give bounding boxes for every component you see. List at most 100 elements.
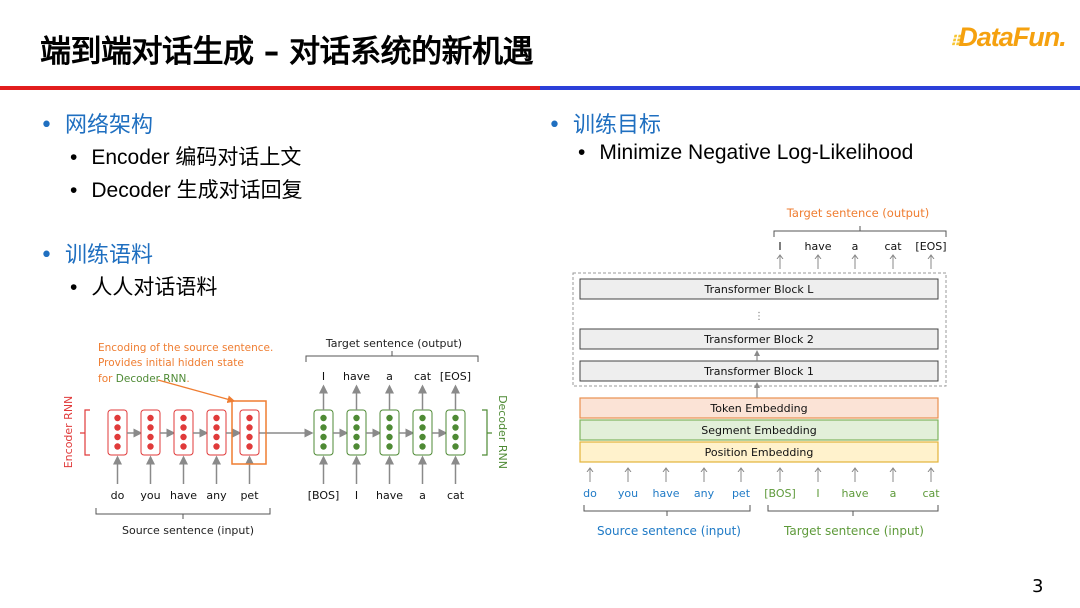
bullet-corpus: • 人人对话语料: [70, 276, 218, 299]
decoder-neuron: [353, 414, 360, 422]
encoder-neuron: [213, 424, 220, 431]
encoder-neuron: [114, 443, 121, 450]
target-input-token: have: [842, 487, 869, 500]
output-token: a: [852, 240, 859, 253]
source-token: do: [583, 487, 597, 500]
output-token: [EOS]: [915, 240, 946, 253]
source-token: any: [694, 487, 715, 500]
header-rule-blue: [540, 86, 1080, 90]
target-input-token: cat: [922, 487, 940, 500]
embedding-layer: [579, 419, 939, 441]
encoder-neuron: [246, 424, 253, 431]
rnn-target-label: Target sentence (output): [325, 337, 462, 350]
encoder-neuron: [180, 414, 187, 422]
annotation-arrow: [157, 379, 236, 404]
rnn-source-label: Source sentence (input): [122, 524, 254, 537]
decoder-neuron: [452, 414, 459, 422]
encoder-input-word: any: [206, 489, 227, 502]
source-encoding-highlight: [231, 400, 267, 465]
decoder-output-word: a: [386, 370, 393, 383]
encoder-neuron: [147, 414, 154, 422]
transformer-block-label: Transformer Block L: [704, 283, 815, 296]
decoder-neuron: [353, 424, 360, 431]
bullet-heading-objective: • 训练目标: [548, 113, 661, 138]
page-number: 3: [1032, 576, 1044, 597]
output-token: I: [778, 240, 781, 253]
annotation-line-3: for Decoder RNN.: [98, 373, 190, 385]
bullet-nll: • Minimize Negative Log-Likelihood: [578, 141, 914, 164]
slide-title: 端到端对话生成 – 对话系统的新机遇: [40, 34, 534, 70]
decoder-input-word: I: [355, 489, 358, 502]
decoder-input-word: [BOS]: [308, 489, 340, 502]
source-token: pet: [732, 487, 751, 500]
encoder-bracket: [80, 409, 90, 456]
datafun-logo: ⠿DataFun.: [950, 22, 1067, 52]
decoder-output-word: cat: [414, 370, 432, 383]
decoder-neuron: [386, 433, 393, 441]
transformer-block-label: Transformer Block 1: [703, 365, 814, 378]
ellipsis-icon: ⋮: [754, 311, 764, 322]
source-bracket: [583, 505, 751, 516]
encoder-neuron: [180, 433, 187, 441]
encoder-neuron: [114, 414, 121, 422]
encoder-neuron: [180, 443, 187, 450]
bullet-heading-corpus: • 训练语料: [40, 243, 153, 268]
decoder-neuron: [386, 424, 393, 431]
encoder-input-word: do: [111, 489, 125, 502]
source-token: you: [618, 487, 638, 500]
embedding-layer: [579, 441, 939, 463]
tf-target-output-label: Target sentence (output): [786, 206, 929, 220]
decoder-rnn-label: Decoder RNN: [496, 395, 509, 469]
annotation-line-1: Encoding of the source sentence.: [98, 342, 273, 354]
decoder-output-word: have: [343, 370, 370, 383]
decoder-bracket: [482, 409, 492, 456]
embedding-label: Position Embedding: [705, 446, 814, 459]
transformer-block: [579, 360, 939, 382]
decoder-neuron: [419, 433, 426, 441]
encoder-neuron: [147, 433, 154, 441]
tf-target-input-label: Target sentence (input): [783, 524, 924, 538]
encoder-neuron: [114, 424, 121, 431]
decoder-output-word: I: [322, 370, 325, 383]
decoder-neuron: [386, 414, 393, 422]
header-rule-red: [0, 86, 540, 90]
tf-source-label: Source sentence (input): [597, 524, 741, 538]
decoder-input-word: a: [419, 489, 426, 502]
encoder-neuron: [147, 424, 154, 431]
decoder-neuron: [320, 433, 327, 441]
encoder-neuron: [246, 433, 253, 441]
encoder-input-word: have: [170, 489, 197, 502]
decoder-neuron: [353, 443, 360, 450]
decoder-input-word: cat: [447, 489, 465, 502]
decoder-neuron: [452, 443, 459, 450]
encoder-neuron: [147, 443, 154, 450]
target-input-bracket: [767, 505, 939, 516]
output-token: have: [805, 240, 832, 253]
decoder-neuron: [452, 433, 459, 441]
encoder-neuron: [180, 424, 187, 431]
bullet-decoder: • Decoder 生成对话回复: [70, 179, 303, 202]
encoder-cell: [239, 409, 260, 456]
bullet-heading-architecture: • 网络架构: [40, 113, 153, 138]
decoder-neuron: [353, 433, 360, 441]
decoder-output-word: [EOS]: [440, 370, 471, 383]
decoder-input-word: have: [376, 489, 403, 502]
bullet-encoder: • Encoder 编码对话上文: [70, 146, 302, 169]
transformer-block: [579, 328, 939, 350]
transformer-block: [579, 278, 939, 300]
encoder-neuron: [114, 433, 121, 441]
encoder-neuron: [246, 414, 253, 422]
encoder-neuron: [213, 443, 220, 450]
encoder-neuron: [213, 433, 220, 441]
source-token: have: [653, 487, 680, 500]
decoder-neuron: [419, 443, 426, 450]
embedding-label: Segment Embedding: [701, 424, 816, 437]
decoder-neuron: [452, 424, 459, 431]
embedding-label: Token Embedding: [709, 402, 807, 415]
decoder-neuron: [320, 414, 327, 422]
target-input-token: [BOS]: [764, 487, 796, 500]
embedding-layer: [579, 397, 939, 419]
output-bracket: [773, 226, 947, 237]
target-input-token: I: [816, 487, 819, 500]
